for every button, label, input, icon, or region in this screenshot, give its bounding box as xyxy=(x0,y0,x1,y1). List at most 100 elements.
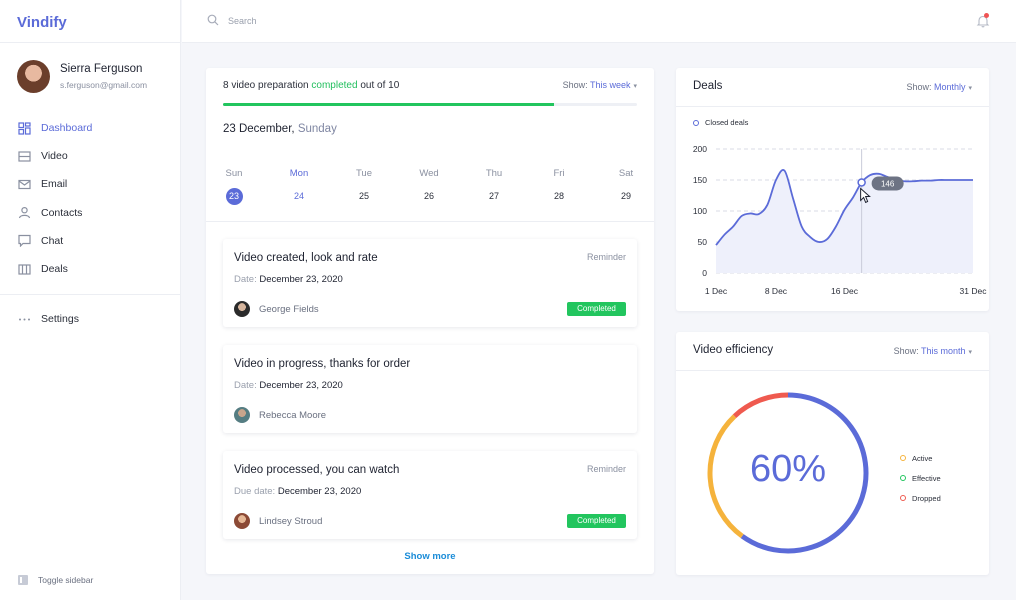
sidebar-item-settings[interactable]: Settings xyxy=(0,305,180,333)
search-icon xyxy=(207,14,219,26)
toggle-sidebar-button[interactable]: Toggle sidebar xyxy=(18,575,93,585)
show-more-button[interactable]: Show more xyxy=(404,551,456,562)
day-sat[interactable]: Sat 29 xyxy=(606,168,646,205)
task-card[interactable]: Video processed, you can watch Reminder … xyxy=(223,451,637,539)
progress-summary: 8 video preparation completed out of 10 xyxy=(223,80,399,91)
y-tick-label: 200 xyxy=(693,144,707,154)
task-title: Video created, look and rate xyxy=(234,252,378,264)
sidebar-nav: Dashboard Video Email Contacts Chat Deal… xyxy=(0,114,180,283)
sidebar-item-label: Settings xyxy=(41,313,79,326)
efficiency-title: Video efficiency xyxy=(693,344,774,356)
week-filter-dropdown[interactable]: Show: This week ▾ xyxy=(563,80,637,90)
data-point-hover xyxy=(857,178,866,187)
task-card[interactable]: Video in progress, thanks for order Date… xyxy=(223,345,637,433)
notification-dot xyxy=(984,13,989,18)
sidebar-item-label: Email xyxy=(41,178,68,191)
mail-icon xyxy=(18,178,31,191)
sidebar-item-label: Chat xyxy=(41,234,64,247)
toggle-sidebar-label: Toggle sidebar xyxy=(38,575,94,585)
y-tick-label: 0 xyxy=(702,268,707,278)
progress-suffix: out of 10 xyxy=(360,80,400,91)
sidebar-item-dashboard[interactable]: Dashboard xyxy=(0,114,180,142)
task-date: Date: December 23, 2020 xyxy=(234,380,343,391)
day-number: 26 xyxy=(423,191,434,201)
sidebar-item-label: Dashboard xyxy=(41,122,93,135)
task-date: Due date: December 23, 2020 xyxy=(234,486,361,497)
task-date-value: December 23, 2020 xyxy=(259,380,343,391)
caret-down-icon: ▾ xyxy=(968,349,972,356)
user-email: s.ferguson@gmail.com xyxy=(60,80,148,90)
task-date-value: December 23, 2020 xyxy=(277,486,362,497)
deals-period-dropdown[interactable]: Show: Monthly ▾ xyxy=(906,82,972,92)
filter-label: Show: xyxy=(893,346,919,356)
app-logo[interactable]: Vindify xyxy=(0,0,180,43)
sidebar: Vindify Sierra Ferguson s.ferguson@gmail… xyxy=(0,0,181,600)
day-name: Sat xyxy=(618,168,634,179)
legend-marker xyxy=(900,455,906,461)
filter-label: Show: xyxy=(906,82,932,92)
avatar xyxy=(234,407,250,423)
task-date-label: Date: xyxy=(234,380,257,391)
progress-highlight: completed xyxy=(311,80,358,91)
x-tick-label: 8 Dec xyxy=(765,286,788,296)
day-thu[interactable]: Thu 27 xyxy=(474,168,514,205)
task-reminder-tag[interactable]: Reminder xyxy=(586,464,626,474)
task-title: Video processed, you can watch xyxy=(234,464,400,476)
x-tick-label: 1 Dec xyxy=(705,286,728,296)
day-fri[interactable]: Fri 28 xyxy=(539,168,579,205)
search-input[interactable] xyxy=(228,12,528,30)
user-name: Sierra Ferguson xyxy=(60,63,143,75)
legend-label: Closed deals xyxy=(705,118,749,127)
filter-label: Show: xyxy=(562,80,588,90)
sidebar-item-video[interactable]: Video xyxy=(0,142,180,170)
legend-label: Dropped xyxy=(912,493,941,503)
task-title: Video in progress, thanks for order xyxy=(234,358,411,370)
y-tick-label: 100 xyxy=(693,206,707,216)
legend-item-active: Active xyxy=(900,448,941,468)
day-name: Mon xyxy=(289,168,309,179)
progress-prefix: 8 video preparation xyxy=(223,80,309,91)
assignee-name: Rebecca Moore xyxy=(259,409,327,421)
week-strip: Sun 23 Mon 24 Tue 25 Wed 26 Thu 27 Fri 28 Sat 29 xyxy=(206,168,654,208)
grid-icon xyxy=(18,121,31,135)
date-weekday: Sunday xyxy=(297,123,337,135)
tooltip-bubble xyxy=(871,176,904,191)
task-assignee: Lindsey Stroud xyxy=(234,513,322,529)
tooltip-value: 146 xyxy=(881,179,895,188)
legend-label: Active xyxy=(912,453,933,463)
avatar xyxy=(234,513,250,529)
day-tue[interactable]: Tue 25 xyxy=(344,168,384,205)
day-sun[interactable]: Sun 23 xyxy=(214,168,254,205)
efficiency-period-dropdown[interactable]: Show: This month ▾ xyxy=(894,346,972,356)
filter-value: This month xyxy=(920,346,966,356)
series-line-closed-deals xyxy=(715,169,973,246)
bell-icon[interactable] xyxy=(976,14,990,28)
y-tick-label: 150 xyxy=(693,175,707,185)
task-reminder-tag[interactable]: Reminder xyxy=(586,252,626,262)
x-tick-label: 31 Dec xyxy=(960,286,988,296)
deals-line-chart[interactable]: 0 50 100 150 200 1 Dec 8 Dec 16 Dec 31 Dec 146 xyxy=(676,68,989,311)
sidebar-item-label: Contacts xyxy=(41,206,83,219)
sidebar-item-chat[interactable]: Chat xyxy=(0,227,180,255)
day-mon[interactable]: Mon 24 xyxy=(279,168,319,205)
day-number: 28 xyxy=(553,191,564,201)
sidebar-item-contacts[interactable]: Contacts xyxy=(0,199,180,227)
donut-segment-dropped xyxy=(732,392,789,419)
sidebar-item-email[interactable]: Email xyxy=(0,170,180,198)
chat-icon xyxy=(18,234,31,248)
video-tasks-card: 8 video preparation completed out of 10 … xyxy=(206,68,654,574)
day-number: 27 xyxy=(488,191,499,201)
more-icon xyxy=(18,313,31,326)
day-wed[interactable]: Wed 26 xyxy=(409,168,449,205)
week-divider xyxy=(206,221,654,222)
user-profile[interactable]: Sierra Ferguson s.ferguson@gmail.com xyxy=(0,43,180,111)
sidebar-item-deals[interactable]: Deals xyxy=(0,255,180,283)
task-card[interactable]: Video created, look and rate Reminder Da… xyxy=(223,239,637,327)
area-fill xyxy=(716,169,973,273)
efficiency-percent: 60% xyxy=(749,448,827,490)
avatar[interactable] xyxy=(17,60,50,93)
avatar xyxy=(234,301,250,317)
task-date-label: Date: xyxy=(234,274,257,285)
legend-marker xyxy=(693,119,699,126)
day-number: 23 xyxy=(225,188,243,205)
